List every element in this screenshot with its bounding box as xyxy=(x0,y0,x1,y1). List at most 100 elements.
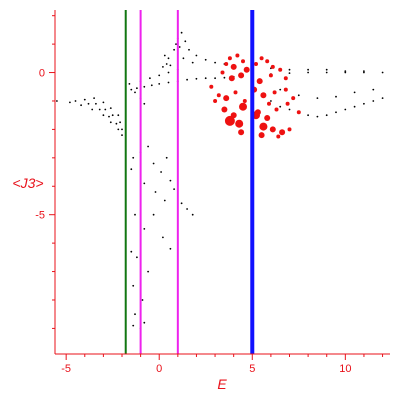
x-tick-label: 0 xyxy=(156,363,162,375)
data-point xyxy=(265,59,270,64)
data-point xyxy=(158,83,161,85)
data-point xyxy=(256,78,263,85)
data-point xyxy=(214,61,217,64)
data-point xyxy=(307,114,309,117)
y-axis-title: <J3> xyxy=(12,175,43,191)
data-point xyxy=(307,71,309,74)
data-point xyxy=(117,114,120,117)
data-point xyxy=(316,97,319,99)
data-point xyxy=(154,191,157,193)
data-point xyxy=(93,97,95,99)
data-point xyxy=(180,31,183,34)
data-point xyxy=(147,270,150,273)
data-point xyxy=(344,70,347,72)
data-point xyxy=(169,64,172,67)
data-point xyxy=(335,95,337,98)
data-point xyxy=(83,98,86,101)
data-point xyxy=(209,84,214,89)
data-point xyxy=(283,87,288,92)
data-point xyxy=(267,101,271,106)
data-point xyxy=(325,71,328,74)
data-point xyxy=(259,122,268,131)
data-point xyxy=(214,77,217,80)
data-point xyxy=(227,56,232,61)
data-point xyxy=(221,106,228,113)
data-point xyxy=(165,63,168,65)
data-point xyxy=(223,76,226,79)
data-point xyxy=(270,64,275,69)
y-tick-label: -5 xyxy=(35,210,45,222)
data-point xyxy=(175,43,177,45)
data-point xyxy=(143,182,146,185)
data-point xyxy=(69,101,71,104)
data-point xyxy=(235,53,240,58)
data-point xyxy=(95,102,97,105)
data-point xyxy=(136,87,138,90)
data-point xyxy=(115,122,118,125)
data-point xyxy=(372,100,375,102)
data-point xyxy=(216,93,221,98)
data-point xyxy=(224,115,235,126)
data-point xyxy=(213,99,218,103)
data-point xyxy=(272,90,277,95)
data-point xyxy=(264,115,271,121)
data-point xyxy=(297,94,300,97)
data-point xyxy=(162,236,164,239)
x-tick-label: 10 xyxy=(339,363,351,375)
data-point xyxy=(372,88,375,91)
data-point xyxy=(285,101,290,106)
data-point xyxy=(136,256,138,259)
data-point xyxy=(117,128,120,131)
data-point xyxy=(233,90,238,95)
data-point xyxy=(143,102,146,105)
data-point xyxy=(87,102,90,105)
data-point xyxy=(150,84,153,87)
data-point xyxy=(108,115,110,118)
data-point xyxy=(325,68,328,71)
data-point xyxy=(259,56,264,61)
data-point xyxy=(241,59,245,64)
data-point xyxy=(143,85,146,88)
data-point xyxy=(188,48,190,51)
data-point xyxy=(178,46,181,48)
data-point xyxy=(182,57,185,60)
data-point xyxy=(109,107,112,109)
x-axis-title: E xyxy=(217,376,227,392)
data-point xyxy=(287,127,292,132)
data-point xyxy=(162,66,164,68)
data-point xyxy=(254,62,258,66)
data-point xyxy=(134,313,136,316)
data-point xyxy=(195,77,198,80)
data-point xyxy=(134,91,136,94)
data-point xyxy=(353,105,356,108)
data-point xyxy=(186,78,189,81)
data-point xyxy=(296,110,301,115)
data-point xyxy=(160,171,163,173)
data-point xyxy=(128,83,131,85)
data-point xyxy=(141,299,144,301)
data-point xyxy=(279,105,282,108)
data-point xyxy=(111,114,114,117)
data-point xyxy=(143,321,146,324)
data-point xyxy=(276,134,281,139)
data-point xyxy=(102,101,105,104)
data-point xyxy=(167,71,170,74)
data-point xyxy=(169,179,172,182)
data-point xyxy=(152,162,155,165)
data-point xyxy=(163,54,166,57)
data-point xyxy=(288,108,291,111)
data-point xyxy=(130,88,133,91)
data-point xyxy=(260,92,267,99)
data-point xyxy=(258,132,265,139)
data-point xyxy=(56,100,58,102)
data-point xyxy=(91,108,94,111)
data-point xyxy=(158,74,161,77)
data-point xyxy=(104,108,107,111)
data-point xyxy=(102,114,105,117)
data-point xyxy=(167,57,170,60)
data-point xyxy=(220,70,225,75)
data-point xyxy=(224,62,229,66)
data-point xyxy=(132,324,135,327)
data-point xyxy=(235,119,244,128)
